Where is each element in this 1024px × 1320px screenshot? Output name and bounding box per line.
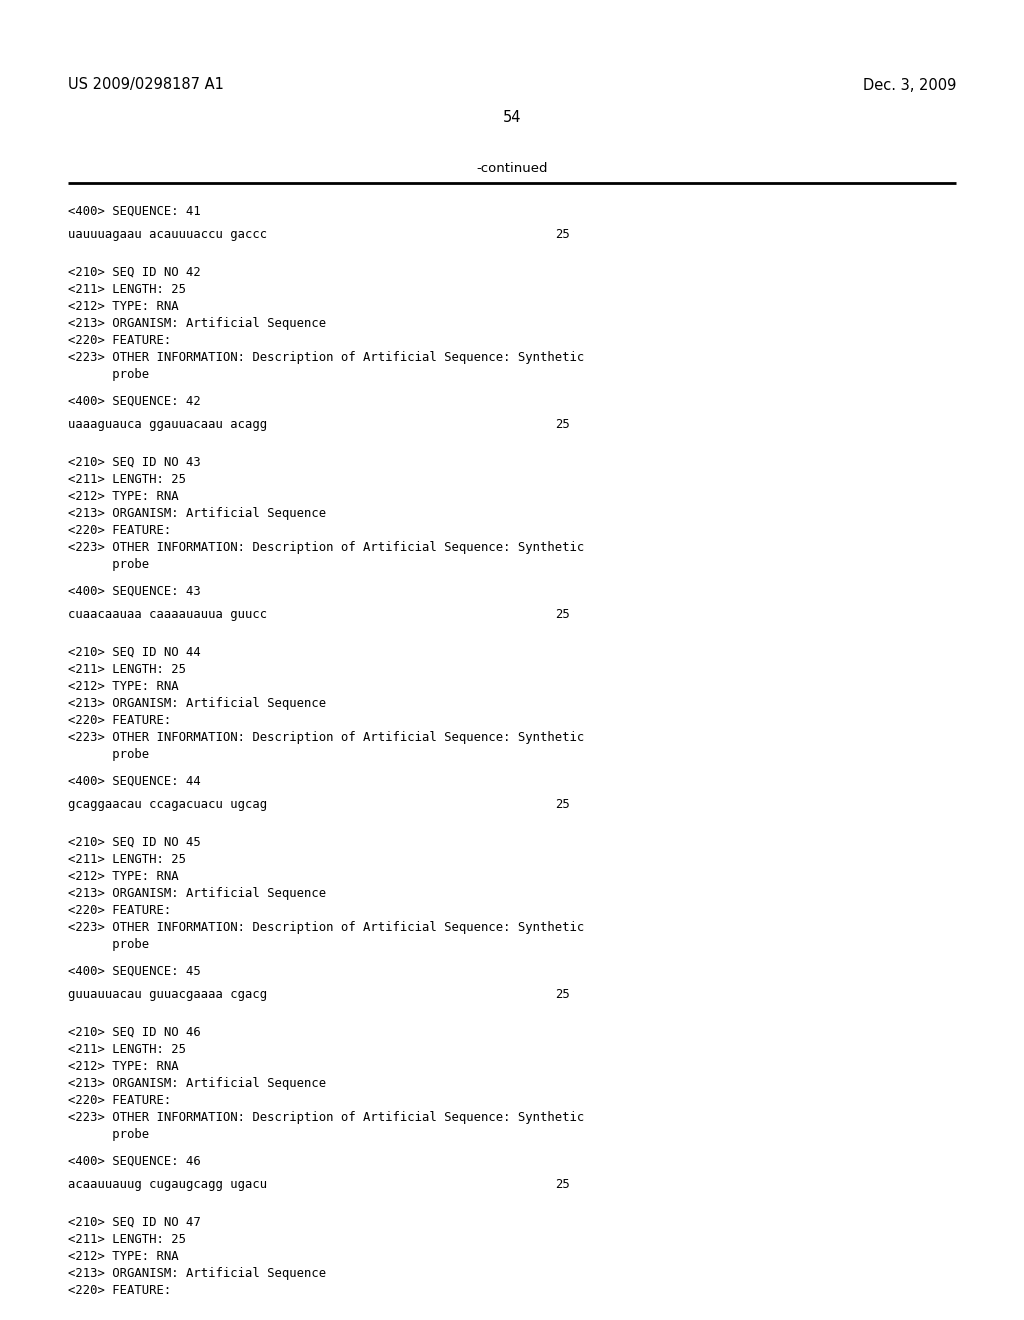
Text: uaaaguauca ggauuacaau acagg: uaaaguauca ggauuacaau acagg xyxy=(68,418,267,432)
Text: <212> TYPE: RNA: <212> TYPE: RNA xyxy=(68,870,178,883)
Text: <212> TYPE: RNA: <212> TYPE: RNA xyxy=(68,680,178,693)
Text: Dec. 3, 2009: Dec. 3, 2009 xyxy=(862,78,956,92)
Text: <400> SEQUENCE: 44: <400> SEQUENCE: 44 xyxy=(68,775,201,788)
Text: cuaacaauaa caaaauauua guucc: cuaacaauaa caaaauauua guucc xyxy=(68,609,267,620)
Text: <220> FEATURE:: <220> FEATURE: xyxy=(68,524,171,537)
Text: <213> ORGANISM: Artificial Sequence: <213> ORGANISM: Artificial Sequence xyxy=(68,697,326,710)
Text: <211> LENGTH: 25: <211> LENGTH: 25 xyxy=(68,1233,186,1246)
Text: <210> SEQ ID NO 44: <210> SEQ ID NO 44 xyxy=(68,645,201,659)
Text: <400> SEQUENCE: 42: <400> SEQUENCE: 42 xyxy=(68,395,201,408)
Text: <211> LENGTH: 25: <211> LENGTH: 25 xyxy=(68,282,186,296)
Text: <210> SEQ ID NO 46: <210> SEQ ID NO 46 xyxy=(68,1026,201,1039)
Text: gcaggaacau ccagacuacu ugcag: gcaggaacau ccagacuacu ugcag xyxy=(68,799,267,810)
Text: <210> SEQ ID NO 45: <210> SEQ ID NO 45 xyxy=(68,836,201,849)
Text: <213> ORGANISM: Artificial Sequence: <213> ORGANISM: Artificial Sequence xyxy=(68,507,326,520)
Text: 25: 25 xyxy=(555,987,569,1001)
Text: <220> FEATURE:: <220> FEATURE: xyxy=(68,1094,171,1107)
Text: <212> TYPE: RNA: <212> TYPE: RNA xyxy=(68,490,178,503)
Text: 25: 25 xyxy=(555,1177,569,1191)
Text: <220> FEATURE:: <220> FEATURE: xyxy=(68,1284,171,1298)
Text: <213> ORGANISM: Artificial Sequence: <213> ORGANISM: Artificial Sequence xyxy=(68,1267,326,1280)
Text: <223> OTHER INFORMATION: Description of Artificial Sequence: Synthetic: <223> OTHER INFORMATION: Description of … xyxy=(68,921,585,935)
Text: <400> SEQUENCE: 46: <400> SEQUENCE: 46 xyxy=(68,1155,201,1168)
Text: probe: probe xyxy=(68,558,150,572)
Text: <400> SEQUENCE: 43: <400> SEQUENCE: 43 xyxy=(68,585,201,598)
Text: <210> SEQ ID NO 47: <210> SEQ ID NO 47 xyxy=(68,1216,201,1229)
Text: acaauuauug cugaugcagg ugacu: acaauuauug cugaugcagg ugacu xyxy=(68,1177,267,1191)
Text: <211> LENGTH: 25: <211> LENGTH: 25 xyxy=(68,1043,186,1056)
Text: uauuuagaau acauuuaccu gaccc: uauuuagaau acauuuaccu gaccc xyxy=(68,228,267,242)
Text: <223> OTHER INFORMATION: Description of Artificial Sequence: Synthetic: <223> OTHER INFORMATION: Description of … xyxy=(68,1111,585,1125)
Text: <212> TYPE: RNA: <212> TYPE: RNA xyxy=(68,300,178,313)
Text: <211> LENGTH: 25: <211> LENGTH: 25 xyxy=(68,663,186,676)
Text: <223> OTHER INFORMATION: Description of Artificial Sequence: Synthetic: <223> OTHER INFORMATION: Description of … xyxy=(68,541,585,554)
Text: 25: 25 xyxy=(555,799,569,810)
Text: 25: 25 xyxy=(555,228,569,242)
Text: guuauuacau guuacgaaaa cgacg: guuauuacau guuacgaaaa cgacg xyxy=(68,987,267,1001)
Text: 25: 25 xyxy=(555,609,569,620)
Text: 54: 54 xyxy=(503,111,521,125)
Text: <220> FEATURE:: <220> FEATURE: xyxy=(68,714,171,727)
Text: <213> ORGANISM: Artificial Sequence: <213> ORGANISM: Artificial Sequence xyxy=(68,887,326,900)
Text: <213> ORGANISM: Artificial Sequence: <213> ORGANISM: Artificial Sequence xyxy=(68,317,326,330)
Text: <223> OTHER INFORMATION: Description of Artificial Sequence: Synthetic: <223> OTHER INFORMATION: Description of … xyxy=(68,351,585,364)
Text: probe: probe xyxy=(68,748,150,762)
Text: probe: probe xyxy=(68,1129,150,1140)
Text: <212> TYPE: RNA: <212> TYPE: RNA xyxy=(68,1060,178,1073)
Text: <400> SEQUENCE: 41: <400> SEQUENCE: 41 xyxy=(68,205,201,218)
Text: <220> FEATURE:: <220> FEATURE: xyxy=(68,904,171,917)
Text: <210> SEQ ID NO 43: <210> SEQ ID NO 43 xyxy=(68,455,201,469)
Text: <220> FEATURE:: <220> FEATURE: xyxy=(68,334,171,347)
Text: <212> TYPE: RNA: <212> TYPE: RNA xyxy=(68,1250,178,1263)
Text: probe: probe xyxy=(68,939,150,950)
Text: <211> LENGTH: 25: <211> LENGTH: 25 xyxy=(68,473,186,486)
Text: -continued: -continued xyxy=(476,161,548,174)
Text: <210> SEQ ID NO 42: <210> SEQ ID NO 42 xyxy=(68,267,201,279)
Text: <223> OTHER INFORMATION: Description of Artificial Sequence: Synthetic: <223> OTHER INFORMATION: Description of … xyxy=(68,731,585,744)
Text: <400> SEQUENCE: 45: <400> SEQUENCE: 45 xyxy=(68,965,201,978)
Text: US 2009/0298187 A1: US 2009/0298187 A1 xyxy=(68,78,224,92)
Text: <211> LENGTH: 25: <211> LENGTH: 25 xyxy=(68,853,186,866)
Text: <213> ORGANISM: Artificial Sequence: <213> ORGANISM: Artificial Sequence xyxy=(68,1077,326,1090)
Text: probe: probe xyxy=(68,368,150,381)
Text: 25: 25 xyxy=(555,418,569,432)
